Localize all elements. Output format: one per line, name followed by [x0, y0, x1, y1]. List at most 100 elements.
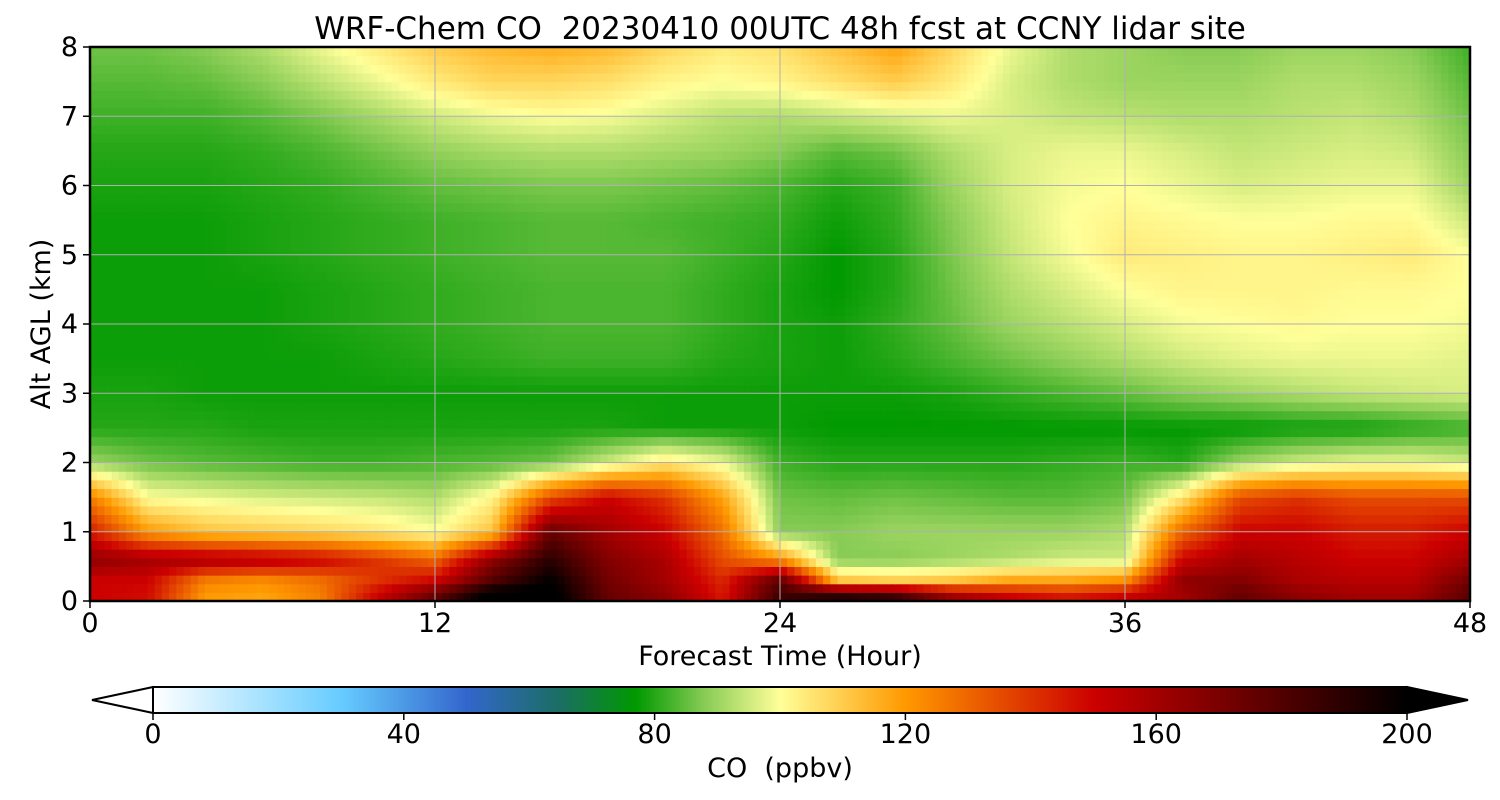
heatmap-cell	[535, 488, 544, 498]
heatmap-cell	[219, 583, 228, 593]
heatmap-cell	[1268, 393, 1277, 403]
heatmap-cell	[427, 427, 436, 438]
heatmap-cell	[629, 488, 637, 498]
heatmap-cell	[1390, 393, 1399, 403]
heatmap-cell	[240, 471, 249, 481]
heatmap-cell	[744, 410, 752, 420]
heatmap-cell	[959, 592, 968, 601]
heatmap-cell	[205, 514, 213, 524]
heatmap-cell	[1189, 488, 1198, 498]
heatmap-cell	[1333, 523, 1342, 533]
heatmap-cell	[111, 393, 120, 403]
heatmap-cell	[780, 479, 788, 490]
heatmap-cell	[456, 393, 465, 403]
heatmap-cell	[348, 557, 357, 567]
heatmap-cell	[1362, 505, 1370, 516]
heatmap-cell	[1326, 375, 1335, 386]
heatmap-cell	[974, 401, 982, 412]
heatmap-cell	[643, 523, 652, 533]
heatmap-cell	[981, 436, 990, 446]
heatmap-cell	[1448, 436, 1457, 446]
heatmap-cell	[1117, 410, 1126, 420]
heatmap-cell	[320, 419, 328, 429]
heatmap-cell	[758, 505, 767, 516]
heatmap-cell	[1355, 488, 1363, 498]
heatmap-cell	[887, 401, 896, 412]
heatmap-cell	[1376, 514, 1385, 524]
heatmap-cell	[1426, 583, 1435, 593]
heatmap-cell	[169, 575, 177, 585]
heatmap-cell	[212, 531, 220, 542]
heatmap-cell	[226, 566, 235, 576]
heatmap-cell	[621, 505, 630, 516]
heatmap-cell	[384, 393, 393, 403]
heatmap-cell	[1311, 375, 1320, 386]
heatmap-cell	[90, 375, 98, 386]
heatmap-cell	[1261, 523, 1270, 533]
heatmap-cell	[1376, 419, 1385, 429]
heatmap-cell	[1139, 445, 1148, 455]
heatmap-cell	[1261, 419, 1270, 429]
heatmap-cell	[104, 410, 113, 420]
heatmap-cell	[650, 462, 659, 472]
heatmap-cell	[190, 453, 199, 464]
heatmap-cell	[938, 566, 946, 576]
heatmap-cell	[391, 471, 400, 481]
heatmap-cell	[873, 540, 882, 550]
heatmap-cell	[895, 471, 903, 481]
heatmap-cell	[1434, 471, 1442, 481]
heatmap-cell	[456, 375, 465, 386]
heatmap-cell	[1096, 453, 1105, 464]
heatmap-cell	[176, 557, 185, 567]
heatmap-cell	[118, 497, 127, 507]
heatmap-cell	[1369, 583, 1378, 593]
heatmap-cell	[1369, 549, 1378, 559]
heatmap-cell	[952, 549, 961, 559]
heatmap-cell	[1074, 531, 1083, 542]
heatmap-cell	[1211, 419, 1220, 429]
heatmap-cell	[736, 393, 745, 403]
heatmap-cell	[111, 549, 120, 559]
heatmap-cell	[1189, 401, 1198, 412]
heatmap-cell	[801, 557, 810, 567]
heatmap-cell	[449, 384, 458, 394]
heatmap-cell	[866, 523, 875, 533]
heatmap-cell	[90, 583, 98, 593]
heatmap-cell	[542, 583, 551, 593]
heatmap-cell	[873, 497, 882, 507]
heatmap-cell	[514, 583, 522, 593]
heatmap-cell	[708, 393, 716, 403]
heatmap-cell	[1261, 427, 1270, 438]
heatmap-cell	[780, 592, 788, 601]
heatmap-cell	[219, 445, 228, 455]
heatmap-cell	[1333, 497, 1342, 507]
heatmap-cell	[1283, 419, 1291, 429]
heatmap-cell	[1074, 497, 1083, 507]
heatmap-cell	[1311, 471, 1320, 481]
heatmap-cell	[118, 505, 127, 516]
heatmap-cell	[859, 471, 867, 481]
heatmap-cell	[1398, 592, 1406, 601]
heatmap-cell	[1297, 419, 1306, 429]
heatmap-cell	[1067, 523, 1076, 533]
heatmap-cell	[744, 462, 752, 472]
heatmap-cell	[521, 540, 530, 550]
heatmap-cell	[794, 453, 803, 464]
heatmap-cell	[600, 436, 609, 446]
heatmap-cell	[1398, 401, 1406, 412]
heatmap-cell	[794, 419, 803, 429]
heatmap-cell	[564, 531, 573, 542]
heatmap-cell	[1189, 479, 1198, 490]
heatmap-cell	[478, 419, 486, 429]
heatmap-cell	[909, 514, 918, 524]
heatmap-cell	[686, 575, 695, 585]
heatmap-cell	[923, 384, 932, 394]
heatmap-cell	[923, 453, 932, 464]
heatmap-cell	[636, 462, 645, 472]
heatmap-cell	[657, 462, 666, 472]
heatmap-cell	[341, 531, 350, 542]
heatmap-cell	[1462, 514, 1470, 524]
heatmap-cell	[952, 427, 961, 438]
heatmap-cell	[176, 462, 185, 472]
heatmap-cell	[837, 557, 846, 567]
